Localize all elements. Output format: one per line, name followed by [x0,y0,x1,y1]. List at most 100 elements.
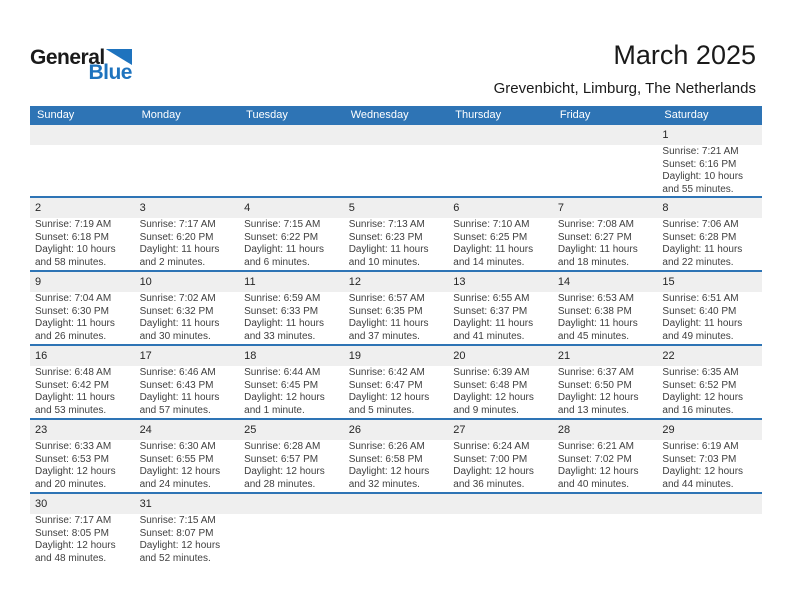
daylight-text: Daylight: 11 hours and 6 minutes. [244,244,324,268]
sunrise-text: Sunrise: 6:42 AM [348,367,425,378]
day-cell-details: Sunrise: 6:26 AM Sunset: 6:58 PM Daylight:… [344,440,449,491]
day-number-band: 2 3 4 5 6 7 8 [30,198,762,218]
weekday-header-saturday: Saturday [664,109,709,121]
sunset-text: Sunset: 6:57 PM [244,453,319,465]
daylight-text: Daylight: 12 hours and 20 minutes. [35,466,116,490]
logo-text-general: General [30,46,105,69]
day-cell-details: Sunrise: 6:37 AM Sunset: 6:50 PM Daylight:… [553,366,658,417]
sunset-text: Sunset: 6:42 PM [35,379,109,391]
sunrise-text: Sunrise: 6:53 AM [557,293,634,304]
sunrise-text: Sunrise: 7:17 AM [35,515,112,526]
day-cell-details: Sunrise: 6:33 AM Sunset: 6:53 PM Daylight:… [30,440,135,491]
daylight-text: Daylight: 10 hours and 55 minutes. [662,171,744,195]
day-number: 5 [348,202,355,214]
empty-day-number [30,125,135,145]
sunrise-text: Sunrise: 7:17 AM [139,219,216,230]
sunset-text: Sunset: 6:28 PM [662,231,737,243]
day-cell-details: Sunrise: 7:21 AM Sunset: 6:16 PM Daylight:… [657,145,762,196]
sunrise-text: Sunrise: 6:21 AM [557,441,634,452]
sunset-text: Sunset: 7:03 PM [662,453,737,465]
weekday-header-thursday: Thursday [455,109,502,121]
day-number: 18 [244,350,257,362]
day-number: 20 [453,350,466,362]
day-cell-details: Sunrise: 6:30 AM Sunset: 6:55 PM Daylight:… [135,440,240,491]
logo-text-blue: Blue [88,61,132,84]
sunrise-text: Sunrise: 7:21 AM [662,146,739,157]
day-number-band: 1 [30,125,762,145]
sunset-text: Sunset: 7:02 PM [557,453,632,465]
day-cell-details: Sunrise: 7:17 AM Sunset: 6:20 PM Daylight:… [135,218,240,269]
sunrise-text: Sunrise: 7:04 AM [35,293,112,304]
day-detail-band: Sunrise: 6:48 AM Sunset: 6:42 PM Daylight:… [30,366,762,417]
week-row-3: 9 10 11 12 13 14 15 Sunrise: 7:04 AM Sunset: 6:3… [30,270,762,344]
daylight-text: Daylight: 12 hours and 13 minutes. [557,392,639,416]
daylight-text: Daylight: 12 hours and 52 minutes. [139,540,221,564]
sunrise-text: Sunrise: 7:15 AM [244,219,321,230]
empty-day-cell [448,145,553,196]
daylight-text: Daylight: 12 hours and 1 minute. [244,392,325,416]
weekday-header-monday: Monday [141,109,181,121]
day-number: 1 [662,129,669,141]
day-number: 13 [453,276,466,288]
sunrise-text: Sunrise: 7:13 AM [348,219,425,230]
weekday-header-tuesday: Tuesday [246,109,288,121]
empty-day-cell [553,514,658,565]
day-number: 22 [662,350,675,362]
empty-day-cell [30,145,135,196]
sunrise-text: Sunrise: 6:39 AM [453,367,530,378]
sunrise-text: Sunrise: 6:37 AM [557,367,634,378]
daylight-text: Daylight: 11 hours and 10 minutes. [348,244,429,268]
empty-day-number [239,494,344,514]
location-subtitle: Grevenbicht, Limburg, The Netherlands [493,80,756,97]
sunrise-text: Sunrise: 6:28 AM [244,441,321,452]
sunrise-text: Sunrise: 6:26 AM [348,441,425,452]
empty-day-cell [553,145,658,196]
daylight-text: Daylight: 12 hours and 9 minutes. [453,392,534,416]
sunrise-text: Sunrise: 6:57 AM [348,293,425,304]
daylight-text: Daylight: 12 hours and 44 minutes. [662,466,744,490]
sunset-text: Sunset: 6:48 PM [453,379,528,391]
day-cell-details: Sunrise: 6:48 AM Sunset: 6:42 PM Daylight:… [30,366,135,417]
day-number: 17 [139,350,152,362]
day-number-band: 23 24 25 26 27 28 29 [30,420,762,440]
day-number-band: 9 10 11 12 13 14 15 [30,272,762,292]
sunrise-text: Sunrise: 6:19 AM [662,441,739,452]
day-number: 14 [557,276,571,288]
sunset-text: Sunset: 6:33 PM [244,305,319,317]
sunset-text: Sunset: 6:18 PM [35,231,109,243]
empty-day-cell [344,145,449,196]
sunset-text: Sunset: 6:38 PM [557,305,632,317]
day-cell-details: Sunrise: 7:13 AM Sunset: 6:23 PM Daylight:… [344,218,449,269]
day-number: 16 [35,350,48,362]
daylight-text: Daylight: 11 hours and 30 minutes. [139,318,220,342]
sunrise-text: Sunrise: 7:19 AM [35,219,112,230]
day-number: 21 [557,350,571,362]
empty-day-cell [657,514,762,565]
day-detail-band: Sunrise: 6:33 AM Sunset: 6:53 PM Daylight:… [30,440,762,491]
empty-day-cell [344,514,449,565]
empty-day-number [344,125,449,145]
day-cell-details: Sunrise: 6:39 AM Sunset: 6:48 PM Daylight:… [448,366,553,417]
empty-day-number [344,494,449,514]
sunset-text: Sunset: 6:58 PM [348,453,423,465]
day-number: 24 [139,424,152,436]
day-cell-details: Sunrise: 6:35 AM Sunset: 6:52 PM Daylight:… [657,366,762,417]
sunrise-text: Sunrise: 6:44 AM [244,367,321,378]
empty-day-number [553,125,658,145]
sunrise-text: Sunrise: 6:48 AM [35,367,112,378]
daylight-text: Daylight: 12 hours and 5 minutes. [348,392,430,416]
sunset-text: Sunset: 6:20 PM [139,231,214,243]
week-row-4: 16 17 18 19 20 21 22 Sunrise: 6:48 AM Sunset: 6:… [30,344,762,418]
day-cell-details: Sunrise: 7:06 AM Sunset: 6:28 PM Daylight:… [657,218,762,269]
empty-day-number [553,494,658,514]
sunset-text: Sunset: 6:43 PM [139,379,214,391]
sunset-text: Sunset: 6:53 PM [35,453,109,465]
sunset-text: Sunset: 6:50 PM [557,379,632,391]
day-cell-details: Sunrise: 6:51 AM Sunset: 6:40 PM Daylight:… [657,292,762,343]
day-cell-details: Sunrise: 6:24 AM Sunset: 7:00 PM Daylight:… [448,440,553,491]
day-cell-details: Sunrise: 7:15 AM Sunset: 8:07 PM Daylight:… [135,514,240,565]
day-cell-details: Sunrise: 6:19 AM Sunset: 7:03 PM Daylight:… [657,440,762,491]
day-number: 8 [662,202,669,214]
empty-day-cell [135,145,240,196]
sunrise-text: Sunrise: 7:02 AM [139,293,216,304]
